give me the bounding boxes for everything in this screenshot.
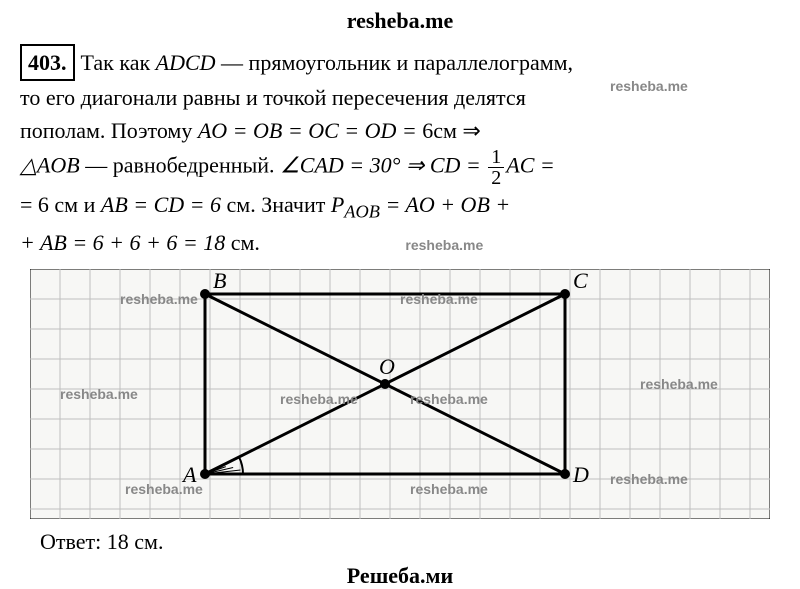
svg-text:B: B bbox=[213, 269, 226, 293]
text: см. bbox=[225, 230, 260, 255]
math: △AOB bbox=[20, 153, 80, 178]
math: AO = OB = OC = OD = bbox=[198, 118, 422, 143]
math: ADCD bbox=[156, 50, 216, 75]
svg-text:resheba.me: resheba.me bbox=[400, 291, 478, 307]
svg-text:resheba.me: resheba.me bbox=[120, 291, 198, 307]
text: см. Значит bbox=[221, 192, 331, 217]
diagram-svg: ABCDOresheba.meresheba.meresheba.mereshe… bbox=[30, 269, 770, 519]
answer-line: Ответ: 18 см. bbox=[20, 529, 780, 555]
math: AC = bbox=[506, 153, 554, 178]
text: — прямоугольник и параллелограмм, bbox=[216, 50, 574, 75]
geometry-diagram: ABCDOresheba.meresheba.meresheba.mereshe… bbox=[30, 269, 770, 519]
svg-text:resheba.me: resheba.me bbox=[60, 386, 138, 402]
svg-text:resheba.me: resheba.me bbox=[640, 376, 718, 392]
numerator: 1 bbox=[488, 147, 504, 168]
svg-text:resheba.me: resheba.me bbox=[410, 391, 488, 407]
subscript: AOB bbox=[344, 201, 380, 221]
fraction: 12 bbox=[488, 147, 504, 188]
svg-text:D: D bbox=[572, 462, 589, 487]
text: Так как bbox=[81, 50, 156, 75]
text: 6см ⇒ bbox=[422, 118, 481, 143]
math: AB = CD = 6 bbox=[101, 192, 221, 217]
text: = 6 см и bbox=[20, 192, 101, 217]
svg-text:C: C bbox=[573, 269, 588, 293]
page-footer: Решеба.ми bbox=[20, 563, 780, 589]
problem-number: 403. bbox=[20, 44, 75, 81]
svg-text:resheba.me: resheba.me bbox=[610, 471, 688, 487]
watermark: resheba.me bbox=[405, 237, 483, 253]
page-header: resheba.me bbox=[20, 8, 780, 34]
answer-value: 18 см. bbox=[107, 529, 164, 554]
text: пополам. Поэтому bbox=[20, 118, 198, 143]
math: P bbox=[331, 192, 344, 217]
solution-text: 403.Так как ADCD — прямоугольник и парал… bbox=[20, 44, 780, 259]
denominator: 2 bbox=[488, 168, 504, 188]
text: — равнобедренный. bbox=[80, 153, 280, 178]
watermark: resheba.me bbox=[610, 76, 688, 97]
text: то его диагонали равны и точкой пересече… bbox=[20, 85, 526, 110]
math: ∠CAD = 30° ⇒ CD = bbox=[280, 153, 486, 178]
math: + AB = 6 + 6 + 6 = 18 bbox=[20, 230, 225, 255]
svg-text:resheba.me: resheba.me bbox=[410, 481, 488, 497]
answer-label: Ответ: bbox=[40, 529, 107, 554]
svg-text:O: O bbox=[379, 354, 395, 379]
svg-text:resheba.me: resheba.me bbox=[280, 391, 358, 407]
svg-text:resheba.me: resheba.me bbox=[125, 481, 203, 497]
math: = AO + OB + bbox=[380, 192, 510, 217]
